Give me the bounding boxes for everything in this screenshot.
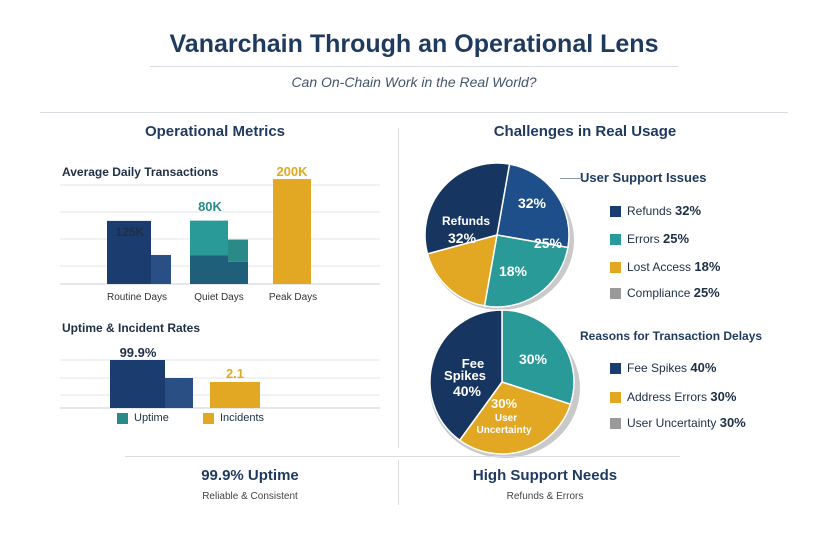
operational-metrics-title: Operational Metrics	[144, 123, 286, 140]
footer-divider	[125, 456, 680, 457]
bar-label-incidents: 2.1	[226, 366, 244, 381]
slice-pct-user: 30%	[491, 396, 517, 411]
swatch	[610, 363, 621, 375]
bar-routine-secondary	[151, 254, 171, 284]
header-divider	[40, 112, 788, 113]
bar-peak	[273, 179, 311, 284]
pie-slice-fee-spikes	[429, 309, 503, 442]
footer-uptime-note: Reliable & Consistent	[202, 491, 298, 502]
tx-chart: 125K 80K 200K Routine Days Quiet Days Pe…	[60, 164, 380, 303]
legend-swatch-uptime	[117, 412, 128, 424]
uptime-chart: 99.9% 2.1	[60, 345, 380, 409]
slice-pct-compliance: 32%	[518, 195, 547, 211]
bar-label-uptime: 99.9%	[120, 345, 157, 360]
pie-slice-refunds	[424, 162, 511, 255]
delays-legend-user: User Uncertainty 30%	[610, 415, 746, 430]
delays-pie: Fee Spikes 40% 30% 30% User Uncertainty	[429, 309, 580, 458]
bar-routine	[107, 220, 151, 284]
footer-support-note: Refunds & Errors	[506, 491, 584, 502]
swatch	[610, 234, 621, 246]
slice-label-fee-2: Spikes	[444, 368, 486, 383]
slice-pct-refunds: 32%	[448, 230, 477, 246]
page-title: Vanarchain Through an Operational Lens	[169, 30, 659, 58]
pie-slice-compliance	[496, 163, 570, 249]
footer-support: High Support Needs	[472, 467, 618, 484]
delays-legend-address: Address Errors 30%	[610, 389, 736, 404]
bar-incidents	[210, 382, 260, 408]
footer-uptime: 99.9% Uptime	[201, 467, 299, 484]
support-legend-refunds: Refunds 32%	[610, 203, 701, 218]
delays-title: Reasons for Transaction Delays	[580, 329, 763, 343]
slice-pct-address: 30%	[519, 351, 548, 367]
uptime-chart-title: Uptime & Incident Rates	[62, 321, 201, 335]
legend-swatch-incidents	[203, 412, 214, 424]
slice-label-user-2: Uncertainty	[476, 425, 531, 436]
pie-slice-lost-access	[426, 233, 498, 307]
support-title-line	[560, 178, 582, 179]
support-legend-compliance: Compliance 25%	[610, 285, 720, 300]
bar-quiet-upper	[190, 220, 228, 256]
page-subtitle: Can On-Chain Work in the Real World?	[291, 74, 537, 90]
challenges-title: Challenges in Real Usage	[493, 123, 677, 140]
slice-label-user-1: User	[495, 413, 517, 424]
bar-label-quiet: 80K	[198, 199, 222, 214]
tx-chart-title: Average Daily Transactions	[62, 165, 219, 179]
tick-peak: Peak Days	[269, 292, 317, 303]
swatch	[610, 418, 621, 430]
bar-uptime	[110, 360, 165, 408]
bar-label-peak: 200K	[276, 164, 308, 179]
swatch	[610, 288, 621, 300]
support-legend-lost: Lost Access 18%	[610, 259, 720, 274]
bar-quiet-lower	[190, 255, 228, 284]
support-pie: Refunds 32% 32% 25% 18%	[424, 162, 574, 310]
footer-center-divider	[398, 460, 399, 505]
tick-quiet: Quiet Days	[194, 292, 243, 303]
support-title: User Support Issues	[580, 170, 707, 185]
legend-incidents: Incidents	[203, 412, 264, 424]
center-divider	[398, 128, 399, 448]
swatch	[610, 392, 621, 404]
swatch	[610, 206, 621, 218]
slice-label-refunds: Refunds	[442, 214, 490, 228]
legend-uptime: Uptime	[117, 412, 169, 424]
slice-pct-fee: 40%	[453, 383, 482, 399]
pie-slice-user-uncertainty	[458, 381, 572, 455]
bar-quiet-secondary-lower	[228, 261, 248, 284]
pie-slice-errors	[483, 234, 569, 308]
delays-legend-fee: Fee Spikes 40%	[610, 360, 716, 375]
slice-pct-errors: 25%	[534, 235, 563, 251]
title-divider	[150, 66, 678, 67]
bar-label-routine: 125K	[116, 225, 145, 239]
slice-label-fee-1: Fee	[462, 356, 484, 371]
bar-quiet-secondary-upper	[228, 239, 248, 262]
pie-slice-address-errors	[501, 309, 575, 406]
tick-routine: Routine Days	[107, 292, 167, 303]
swatch	[610, 262, 621, 274]
support-legend-errors: Errors 25%	[610, 231, 689, 246]
bar-uptime-secondary	[165, 378, 193, 408]
slice-pct-lost: 18%	[499, 263, 528, 279]
